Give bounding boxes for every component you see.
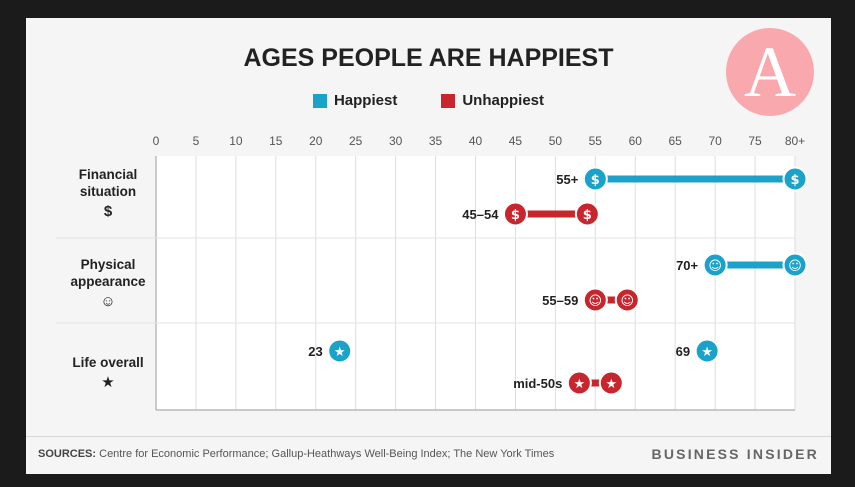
x-tick-label: 35 (429, 134, 443, 148)
row-label-line2: appearance (70, 274, 146, 289)
unhappiest-marker (582, 287, 608, 313)
x-tick-label: 65 (669, 134, 683, 148)
happiest-data-label: 69 (676, 344, 690, 359)
x-tick-label: 45 (509, 134, 523, 148)
legend-swatch-unhappiest (441, 93, 456, 108)
x-tick-label: 60 (629, 134, 643, 148)
unhappiest-data-label: 55–59 (542, 293, 578, 308)
row-label-line1: Physical (80, 257, 136, 272)
happiest-marker-glyph: $ (591, 173, 600, 188)
happiest-marker-glyph: ★ (334, 345, 346, 360)
unhappiest-marker-glyph: ☺ (620, 294, 634, 309)
happiest-marker-glyph: ★ (701, 345, 713, 360)
row-label-line1: Life overall (72, 355, 144, 370)
happiest-data-label: 70+ (676, 258, 698, 273)
unhappiest-data-label: mid-50s (513, 376, 562, 391)
sources-note: SOURCES: Centre for Economic Performance… (38, 448, 554, 460)
unhappiest-data-label: 45–54 (462, 207, 499, 222)
dollar-icon: $ (103, 203, 113, 220)
happiest-marker-glyph: ☺ (788, 259, 802, 274)
x-tick-label: 55 (589, 134, 603, 148)
unhappiest-marker-glyph: $ (583, 208, 592, 223)
legend-label-unhappiest: Unhappiest (462, 92, 545, 109)
unhappiest-marker (598, 370, 624, 396)
legend: Happiest Unhappiest (26, 92, 831, 109)
star-icon: ★ (101, 374, 115, 391)
happiest-marker (327, 338, 353, 364)
chart-title: AGES PEOPLE ARE HAPPIEST (243, 44, 614, 72)
row-label-financial: Financial situation $ (48, 166, 168, 220)
unhappiest-marker (502, 201, 528, 227)
x-tick-label: 80+ (785, 134, 805, 148)
sources-text: Centre for Economic Performance; Gallup-… (99, 448, 555, 460)
x-tick-label: 75 (748, 134, 762, 148)
x-tick-label: 50 (549, 134, 563, 148)
x-tick-label: 40 (469, 134, 483, 148)
happiest-marker (694, 338, 720, 364)
row-label-physical: Physical appearance ☺ (48, 256, 168, 310)
x-tick-label: 0 (153, 134, 160, 148)
chart-card: AGES PEOPLE ARE HAPPIEST Happiest Unhapp… (26, 18, 831, 474)
happiest-marker (582, 166, 608, 192)
happiest-marker-glyph: ☺ (708, 259, 722, 274)
happiest-marker (702, 252, 728, 278)
row-label-life: Life overall ★ (48, 354, 168, 391)
x-tick-label: 20 (309, 134, 323, 148)
x-tick-label: 10 (229, 134, 243, 148)
x-tick-label: 15 (269, 134, 283, 148)
sources-label: SOURCES: (38, 448, 97, 460)
legend-item-unhappiest: Unhappiest (441, 92, 544, 109)
happiest-marker (782, 252, 808, 278)
happiest-marker-glyph: $ (790, 173, 799, 188)
logo-letter: A (744, 32, 796, 112)
x-tick-label: 30 (389, 134, 403, 148)
dumbbell-chart: 0 5 10 15 20 25 30 35 40 45 50 55 60 65 70 75 80+ $ $55+ $ $… (56, 134, 808, 411)
legend-item-happiest: Happiest (312, 92, 398, 109)
footer-divider (26, 436, 831, 437)
row-label-line2: situation (79, 184, 137, 199)
x-tick-label: 5 (193, 134, 200, 148)
row-label-line1: Financial (78, 167, 138, 182)
x-tick-label: 25 (349, 134, 363, 148)
x-tick-label: 70 (708, 134, 722, 148)
happiest-data-label: 55+ (556, 172, 578, 187)
unhappiest-marker (614, 287, 640, 313)
happiest-data-label: 23 (308, 344, 322, 359)
legend-swatch-happiest (312, 93, 327, 108)
face-icon: ☺ (100, 293, 116, 310)
unhappiest-marker-glyph: ★ (574, 377, 586, 392)
unhappiest-marker-glyph: ☺ (589, 294, 603, 309)
legend-label-happiest: Happiest (333, 92, 398, 109)
brand-logo: BUSINESS INSIDER (651, 446, 819, 462)
unhappiest-marker-glyph: $ (511, 208, 520, 223)
logo-a-icon: A (726, 28, 814, 116)
unhappiest-marker (574, 201, 600, 227)
happiest-marker (782, 166, 808, 192)
unhappiest-marker (566, 370, 592, 396)
unhappiest-marker-glyph: ★ (605, 377, 617, 392)
